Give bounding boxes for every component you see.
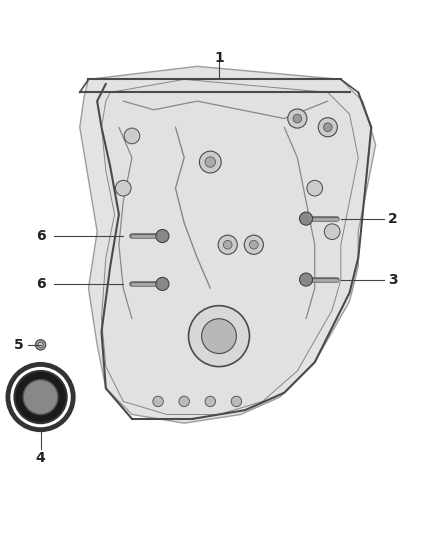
Circle shape	[324, 224, 340, 239]
Circle shape	[231, 396, 242, 407]
Circle shape	[116, 180, 131, 196]
Circle shape	[300, 212, 313, 225]
Circle shape	[14, 371, 67, 423]
Text: 1: 1	[214, 51, 224, 64]
Polygon shape	[80, 66, 376, 423]
Circle shape	[223, 240, 232, 249]
Circle shape	[38, 342, 43, 348]
Circle shape	[205, 157, 215, 167]
Circle shape	[124, 128, 140, 144]
Circle shape	[288, 109, 307, 128]
Circle shape	[323, 123, 332, 132]
Text: 6: 6	[36, 277, 46, 291]
Polygon shape	[102, 79, 358, 415]
Circle shape	[156, 230, 169, 243]
Circle shape	[35, 340, 46, 350]
Text: 4: 4	[35, 451, 46, 465]
Circle shape	[205, 396, 215, 407]
Circle shape	[23, 379, 58, 415]
Circle shape	[250, 240, 258, 249]
Text: 6: 6	[36, 229, 46, 243]
Text: 2: 2	[388, 212, 398, 225]
Circle shape	[199, 151, 221, 173]
Text: 3: 3	[388, 272, 398, 287]
Circle shape	[179, 396, 189, 407]
Circle shape	[218, 235, 237, 254]
Circle shape	[153, 396, 163, 407]
Circle shape	[307, 180, 322, 196]
Circle shape	[293, 114, 302, 123]
Circle shape	[244, 235, 263, 254]
Text: 5: 5	[14, 338, 24, 352]
Circle shape	[300, 273, 313, 286]
Circle shape	[318, 118, 337, 137]
Circle shape	[156, 277, 169, 290]
Circle shape	[188, 305, 250, 367]
Circle shape	[201, 319, 237, 353]
